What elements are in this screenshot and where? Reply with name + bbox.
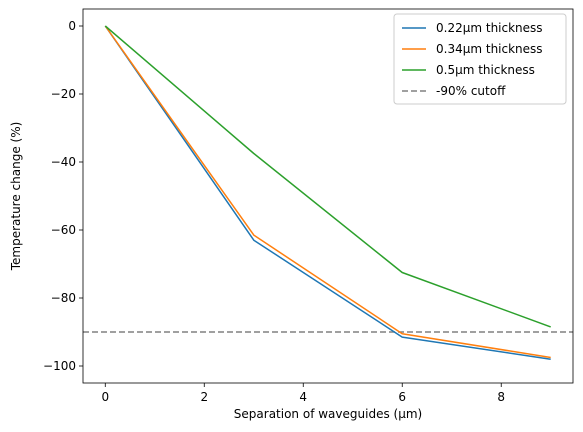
x-axis-label: Separation of waveguides (μm) xyxy=(234,407,422,421)
series-line-1 xyxy=(104,25,551,359)
x-tick-label: 8 xyxy=(497,390,505,404)
legend-label: 0.5μm thickness xyxy=(436,63,535,77)
plot-area xyxy=(83,25,573,360)
y-tick-label: −20 xyxy=(51,87,76,101)
legend: 0.22μm thickness 0.34μm thickness 0.5μm th… xyxy=(393,13,567,105)
x-tick-label: 4 xyxy=(299,390,307,404)
series-line-0 xyxy=(104,25,551,360)
x-tick-label: 6 xyxy=(398,390,406,404)
legend-box xyxy=(393,13,567,105)
y-tick-label: −100 xyxy=(43,359,76,373)
series-line-2 xyxy=(104,25,551,328)
y-tick-label: −60 xyxy=(51,223,76,237)
legend-label: -90% cutoff xyxy=(436,84,506,98)
y-axis-label: Temperature change (%) xyxy=(9,122,23,272)
legend-label: 0.22μm thickness xyxy=(436,21,543,35)
y-tick-label: −80 xyxy=(51,291,76,305)
y-tick-label: −40 xyxy=(51,155,76,169)
x-tick-label: 0 xyxy=(101,390,109,404)
y-tick-label: 0 xyxy=(68,19,76,33)
legend-label: 0.34μm thickness xyxy=(436,42,543,56)
axes-frame xyxy=(82,8,574,384)
axes: 0 2 4 6 8 0 −20 −40 −60 −80 −100 xyxy=(43,8,574,404)
x-tick-label: 2 xyxy=(200,390,208,404)
